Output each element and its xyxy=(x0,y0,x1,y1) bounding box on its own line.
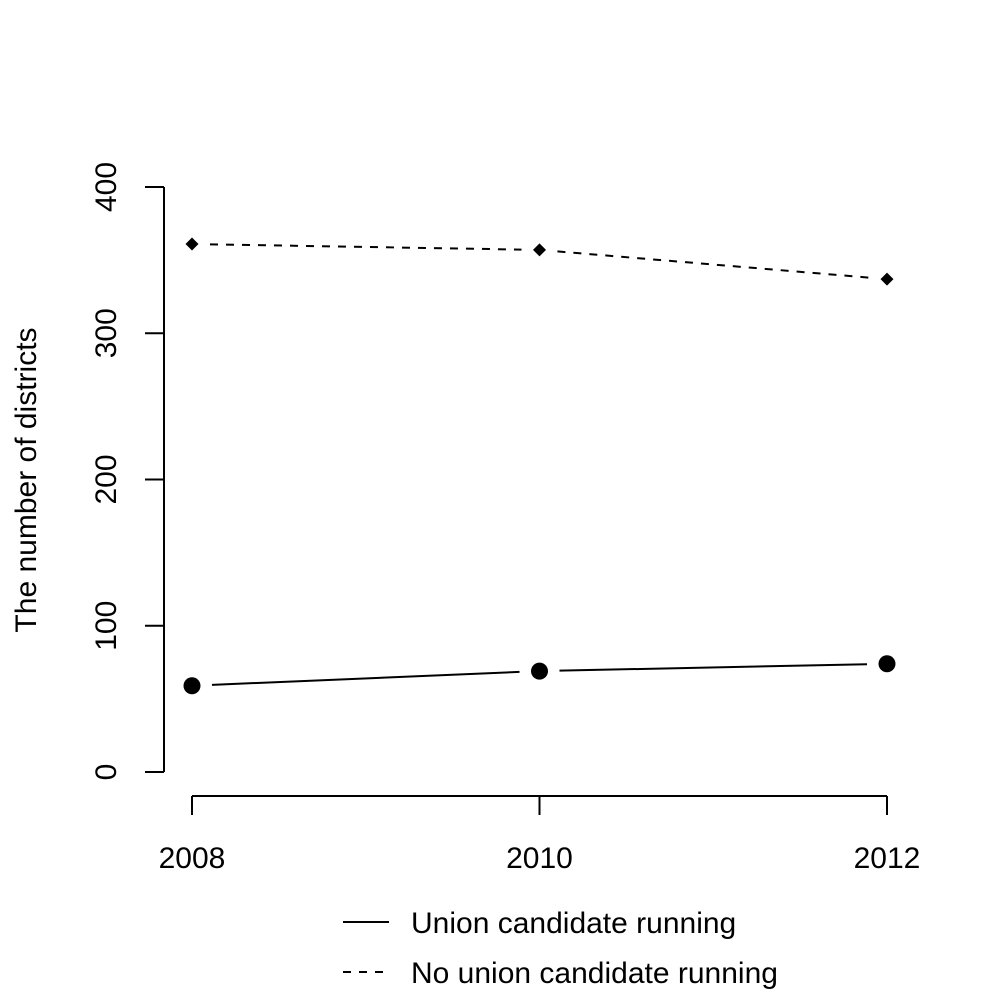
x-tick-label: 2008 xyxy=(159,842,226,875)
legend-label: Union candidate running xyxy=(411,907,736,940)
y-tick-label: 300 xyxy=(90,308,123,358)
x-axis: 2008 2010 2012 xyxy=(159,795,921,875)
series-0 xyxy=(183,655,896,695)
legend-label: No union candidate running xyxy=(411,957,778,990)
y-tick-label: 400 xyxy=(90,162,123,212)
y-tick-label: 0 xyxy=(90,764,123,781)
series-line-segment xyxy=(209,243,522,251)
y-axis: 0 100 200 300 400 xyxy=(90,162,165,781)
y-axis-title: The number of districts xyxy=(10,327,43,632)
y-tick-label: 100 xyxy=(90,601,123,651)
y-tick-label: 200 xyxy=(90,454,123,504)
series-layer xyxy=(183,237,896,695)
data-point xyxy=(878,655,896,673)
legend: Union candidate running No union candidat… xyxy=(343,907,778,990)
series-1 xyxy=(185,237,894,286)
data-point xyxy=(880,272,894,286)
x-tick-label: 2012 xyxy=(854,842,921,875)
data-point xyxy=(531,662,548,680)
series-line-segment xyxy=(211,670,520,686)
data-point xyxy=(185,237,199,251)
x-tick-label: 2010 xyxy=(506,842,573,875)
series-line-segment xyxy=(557,250,870,279)
data-point xyxy=(183,677,201,695)
series-line-segment xyxy=(559,663,868,672)
data-point xyxy=(533,243,546,257)
